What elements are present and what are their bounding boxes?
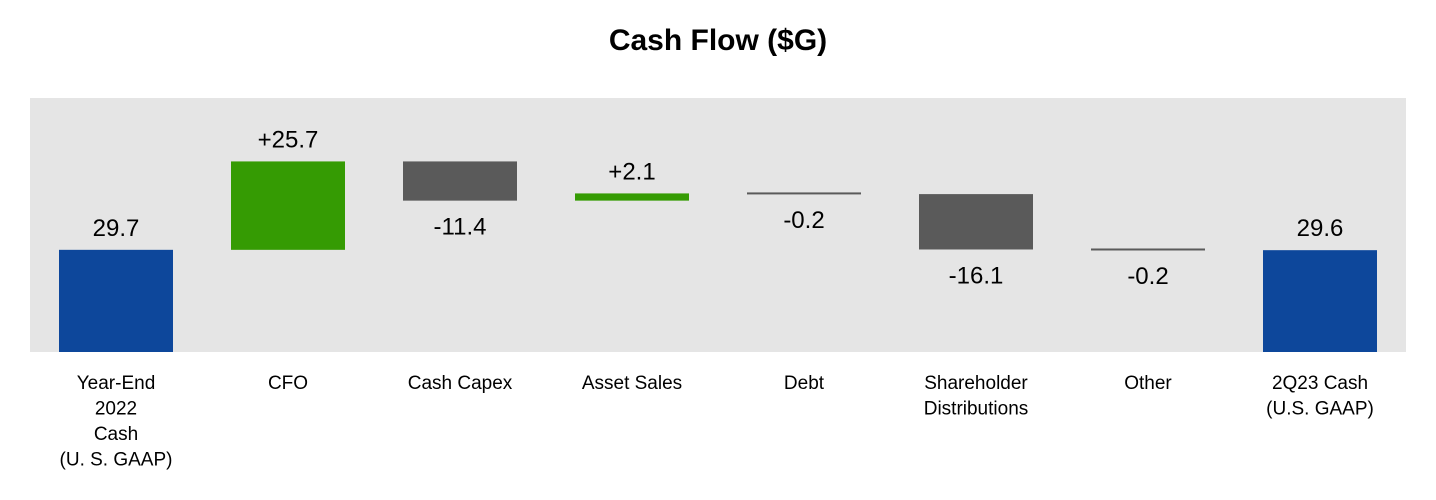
bar-4 [747,192,861,195]
value-label-3: +2.1 [608,158,655,185]
category-label-6: Other [1124,373,1172,394]
bar-5 [919,194,1033,250]
value-label-4: -0.2 [783,207,824,234]
bar-3 [575,193,689,201]
category-label-1: CFO [268,373,308,394]
bar-0 [59,249,173,352]
value-label-1: +25.7 [258,126,319,153]
category-labels-group: Year-End 2022 Cash (U. S. GAAP) CFO Cash Cape… [60,373,1374,471]
category-label-4: Debt [784,373,825,394]
bar-2 [403,161,517,201]
bar-6 [1091,248,1205,251]
category-label-3: Asset Sales [582,373,682,394]
bar-1 [231,161,345,250]
value-labels-group: 29.7 +25.7 -11.4 +2.1 -0.2 -16.1 -0.2 29.6 [93,126,1344,290]
category-label-0: Year-End 2022 Cash (U. S. GAAP) [60,373,173,471]
bars-group [59,161,1377,352]
value-label-7: 29.6 [1297,215,1344,242]
category-label-2: Cash Capex [408,373,513,394]
category-label-5: Shareholder Distributions [924,373,1029,420]
value-label-2: -11.4 [434,214,487,241]
value-label-6: -0.2 [1127,263,1168,290]
chart-title: Cash Flow ($G) [608,24,828,57]
value-label-5: -16.1 [949,262,1004,289]
value-label-0: 29.7 [93,215,140,242]
category-label-7: 2Q23 Cash (U.S. GAAP) [1266,373,1374,420]
bar-7 [1263,250,1377,352]
